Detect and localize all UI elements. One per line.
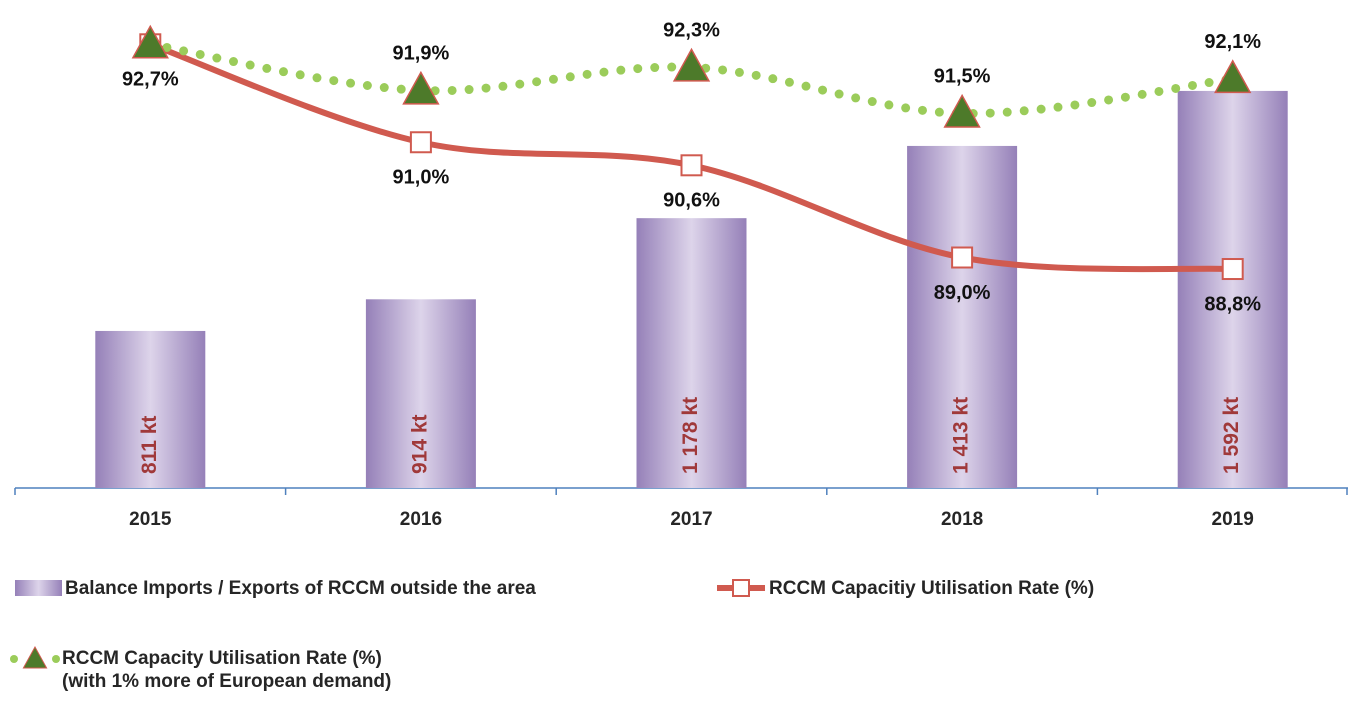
line-label: 91,0%: [393, 167, 450, 189]
bar: [907, 145, 1018, 489]
line-marker: [1221, 258, 1244, 281]
bar-label: 914 kt: [408, 414, 431, 474]
x-tick-label: 2015: [129, 509, 172, 530]
line-label: 88,8%: [1204, 293, 1261, 315]
bar: [636, 218, 747, 489]
triangle-marker: [1214, 59, 1252, 94]
triangle-marker: [672, 47, 711, 82]
line-label: 92,7%: [122, 69, 179, 91]
legend-label: Balance Imports / Exports of RCCM outsid…: [65, 578, 536, 599]
dotted-label: 92,1%: [1204, 31, 1261, 53]
legend-label: RCCM Capacity Utilisation Rate (%) (with…: [62, 648, 392, 692]
bar: [365, 299, 476, 488]
x-tick-label: 2016: [400, 509, 442, 530]
triangle-marker: [131, 24, 169, 59]
triangle-marker: [943, 93, 981, 128]
bar-label: 1 413 kt: [950, 397, 973, 474]
legend-dot: [10, 655, 18, 663]
bar-label: 1 178 kt: [679, 397, 702, 474]
bar: [1177, 90, 1288, 489]
legend-label: RCCM Capacitiy Utilisation Rate (%): [769, 578, 1095, 599]
legend-swatch: [15, 580, 62, 596]
legend-dot: [52, 655, 60, 663]
line-marker: [680, 154, 703, 177]
line-label: 90,6%: [663, 190, 720, 212]
x-tick-label: 2019: [1212, 509, 1254, 530]
legend-marker: [732, 579, 750, 597]
bar-label: 811 kt: [138, 416, 161, 474]
bar: [95, 330, 206, 488]
line-label: 89,0%: [934, 282, 991, 304]
x-tick-label: 2017: [670, 509, 712, 530]
triangle-marker: [402, 70, 440, 105]
bar-label: 1 592 kt: [1220, 397, 1243, 474]
legend-marker: [22, 645, 48, 669]
dotted-label: 91,5%: [934, 66, 991, 88]
dotted-label: 92,3%: [663, 20, 720, 42]
x-tick-label: 2018: [941, 509, 983, 530]
dotted-label: 91,9%: [393, 43, 450, 65]
line-marker: [951, 246, 974, 269]
line-marker: [409, 131, 432, 154]
